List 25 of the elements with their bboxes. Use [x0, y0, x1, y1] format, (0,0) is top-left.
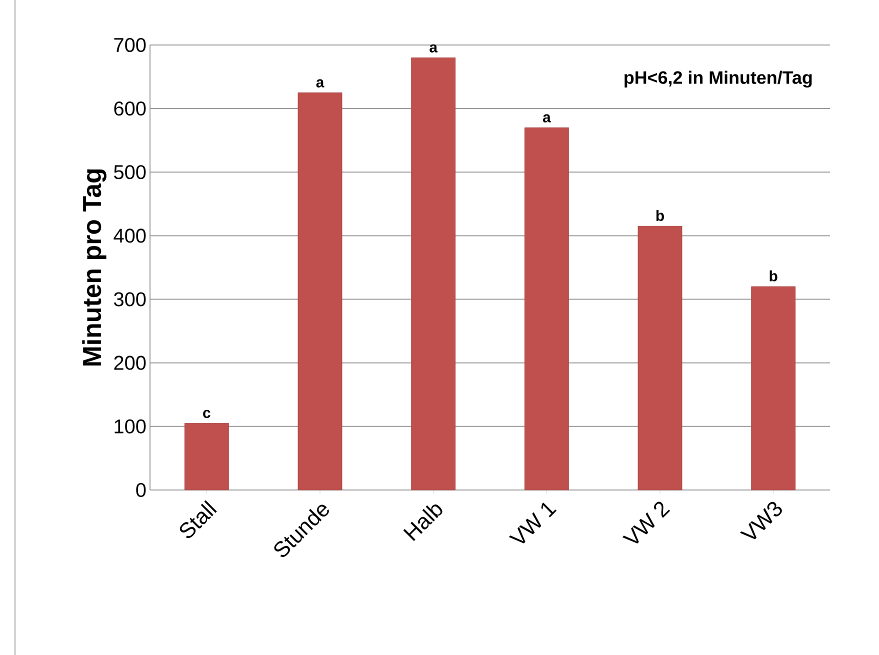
- annotation: a: [542, 114, 551, 122]
- annotation: b: [656, 210, 664, 221]
- bar: [298, 92, 342, 490]
- y-tick-label: 300: [114, 292, 146, 306]
- bar: [638, 226, 682, 490]
- text: pH<6,2 in Minuten/Tag: [624, 70, 812, 88]
- annotation: c: [203, 410, 210, 418]
- y-tick-label: 700: [114, 38, 146, 52]
- annotation: b: [770, 270, 778, 282]
- bar: [524, 127, 569, 490]
- bar: [751, 286, 796, 490]
- x-tick-label: Halb: [403, 504, 442, 542]
- y-tick-label: 100: [114, 419, 146, 434]
- x-tick-label: VW 2: [622, 502, 670, 544]
- y-axis-title: Minuten pro Tag: [82, 169, 106, 366]
- bar: [411, 58, 456, 490]
- annotation: a: [430, 44, 438, 52]
- bar: [184, 423, 229, 490]
- y-tick-label: 0: [136, 482, 146, 498]
- x-tick-label: VW 1: [508, 502, 557, 544]
- y-tick-label: 400: [114, 228, 146, 243]
- y-tick-label: 500: [114, 165, 146, 180]
- annotation: a: [316, 79, 324, 88]
- y-tick-label: 200: [114, 356, 146, 370]
- y-tick-label: 600: [114, 102, 146, 116]
